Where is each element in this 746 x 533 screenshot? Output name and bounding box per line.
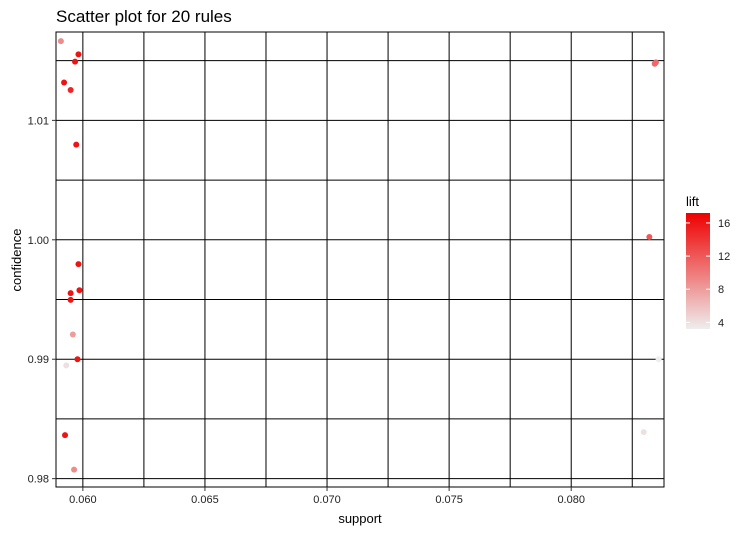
data-point [76, 287, 83, 294]
y-axis-title: confidence [9, 229, 24, 292]
data-point [67, 290, 74, 297]
x-axis-title: support [338, 511, 382, 526]
x-tick-label: 0.075 [435, 494, 463, 506]
data-point [57, 38, 64, 45]
data-point [63, 362, 70, 369]
data-point [651, 60, 658, 67]
y-axis-ticks: 0.98 0.99 1.00 1.01 [28, 115, 56, 486]
x-tick-label: 0.065 [191, 494, 219, 506]
legend-title: lift [686, 194, 699, 209]
data-point [655, 356, 662, 363]
x-tick-label: 0.080 [557, 494, 585, 506]
data-point [61, 79, 68, 86]
data-points [57, 38, 662, 473]
x-tick-label: 0.060 [69, 494, 97, 506]
data-point [73, 141, 80, 148]
data-point [74, 356, 81, 363]
legend-colorbar [686, 213, 710, 329]
data-point [71, 466, 78, 473]
color-legend: lift 4 8 12 16 [686, 194, 730, 329]
legend-ticks: 4 8 12 16 [686, 218, 730, 329]
data-point [75, 261, 82, 268]
x-tick-label: 0.070 [313, 494, 341, 506]
data-point [646, 234, 653, 241]
data-point [67, 87, 74, 94]
legend-tick-label: 16 [718, 218, 730, 230]
data-point [640, 429, 647, 436]
y-tick-label: 0.98 [28, 474, 49, 486]
legend-tick-label: 12 [718, 251, 730, 263]
x-axis-ticks: 0.060 0.065 0.070 0.075 0.080 [69, 487, 585, 506]
plot-panel [55, 31, 665, 488]
y-tick-label: 1.01 [28, 115, 49, 127]
legend-tick-label: 4 [718, 317, 724, 329]
data-point [75, 51, 82, 58]
legend-tick-label: 8 [718, 284, 724, 296]
data-point [69, 331, 76, 338]
data-point [67, 296, 74, 303]
data-point [62, 432, 69, 439]
data-point [72, 58, 79, 65]
chart-title: Scatter plot for 20 rules [56, 7, 232, 26]
grid-lines [56, 32, 664, 487]
y-tick-label: 0.99 [28, 354, 49, 366]
y-tick-label: 1.00 [28, 235, 49, 247]
